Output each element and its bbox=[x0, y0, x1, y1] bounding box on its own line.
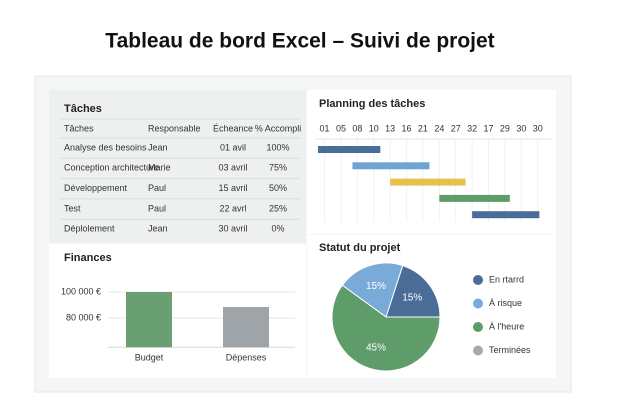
pie-slice bbox=[331, 284, 441, 372]
gantt-bar bbox=[318, 146, 381, 153]
table-cell: 50% bbox=[269, 183, 287, 193]
x-tick-label: Dépenses bbox=[226, 352, 267, 362]
y-tick-label: 80 000 € bbox=[66, 312, 101, 322]
slice-label: 15% bbox=[402, 293, 422, 304]
gantt-bar bbox=[352, 162, 430, 170]
gantt-bar bbox=[472, 211, 540, 219]
table-cell: Développement bbox=[64, 183, 128, 193]
legend-label: À risque bbox=[489, 298, 522, 308]
legend-label: En rtarrd bbox=[489, 274, 524, 284]
table-cell: 75% bbox=[269, 163, 287, 173]
bar bbox=[126, 292, 172, 348]
table-cell: Test bbox=[64, 203, 81, 213]
y-tick-label: 100 000 € bbox=[61, 286, 101, 296]
table-cell: Marie bbox=[148, 163, 171, 173]
legend-swatch bbox=[473, 322, 483, 332]
column-header: Écheance bbox=[213, 123, 253, 133]
bar bbox=[223, 306, 269, 348]
x-tick-label: 30 bbox=[516, 123, 526, 133]
gantt-bar bbox=[390, 178, 466, 186]
x-tick-label: 01 bbox=[320, 123, 330, 133]
legend-label: Terminées bbox=[489, 345, 531, 355]
x-tick-label: 10 bbox=[369, 123, 379, 133]
column-header: Tâches bbox=[64, 123, 94, 133]
table-cell: 03 avril bbox=[218, 163, 247, 173]
table-cell: Analyse des besoins bbox=[64, 142, 147, 152]
x-tick-label: 16 bbox=[402, 123, 412, 133]
table-cell: 30 avril bbox=[218, 224, 247, 234]
legend-swatch bbox=[473, 275, 483, 285]
chart-title: Planning des tâches bbox=[319, 98, 425, 110]
table-cell: Jean bbox=[148, 224, 168, 234]
legend-swatch bbox=[473, 345, 483, 356]
x-tick-label: 08 bbox=[352, 123, 362, 133]
table-cell: Déplolement bbox=[64, 224, 115, 234]
table-cell: 25% bbox=[269, 203, 287, 213]
column-header: Responsable bbox=[148, 123, 201, 133]
table-cell: 22 avrl bbox=[219, 203, 246, 213]
legend-swatch bbox=[473, 298, 483, 309]
table-cell: Paul bbox=[148, 203, 166, 213]
x-tick-label: 24 bbox=[434, 123, 444, 133]
table-cell: 01 avil bbox=[220, 142, 246, 152]
table-cell: Jean bbox=[148, 142, 168, 152]
x-tick-label: Budget bbox=[135, 352, 164, 362]
x-tick-label: 05 bbox=[336, 123, 346, 133]
slice-label: 15% bbox=[366, 281, 386, 292]
gantt-panel bbox=[307, 90, 556, 234]
table-cell: Conception architecture bbox=[64, 163, 159, 173]
x-tick-label: 27 bbox=[451, 123, 461, 133]
pie-slice bbox=[341, 262, 404, 318]
x-tick-label: 30 bbox=[533, 123, 543, 133]
table-cell: 100% bbox=[266, 142, 289, 152]
x-tick-label: 13 bbox=[385, 123, 395, 133]
column-header: % Accompli bbox=[255, 123, 302, 133]
table-cell: 0% bbox=[271, 224, 284, 234]
table-cell: Paul bbox=[148, 183, 166, 193]
slice-label: 45% bbox=[366, 342, 386, 353]
page-title: Tableau de bord Excel – Suivi de projet bbox=[105, 30, 494, 53]
pie-slice bbox=[385, 265, 441, 318]
table-title: Tâches bbox=[64, 103, 102, 115]
legend-label: À l'heure bbox=[489, 321, 524, 331]
x-tick-label: 17 bbox=[484, 123, 494, 133]
chart-title: Statut du projet bbox=[319, 242, 401, 254]
x-tick-label: 21 bbox=[418, 123, 428, 133]
table-cell: 15 avril bbox=[218, 183, 247, 193]
x-tick-label: 32 bbox=[467, 123, 477, 133]
x-tick-label: 29 bbox=[500, 123, 510, 133]
chart-title: Finances bbox=[64, 252, 112, 264]
gantt-bar bbox=[439, 194, 510, 202]
tasks-panel bbox=[49, 90, 306, 243]
